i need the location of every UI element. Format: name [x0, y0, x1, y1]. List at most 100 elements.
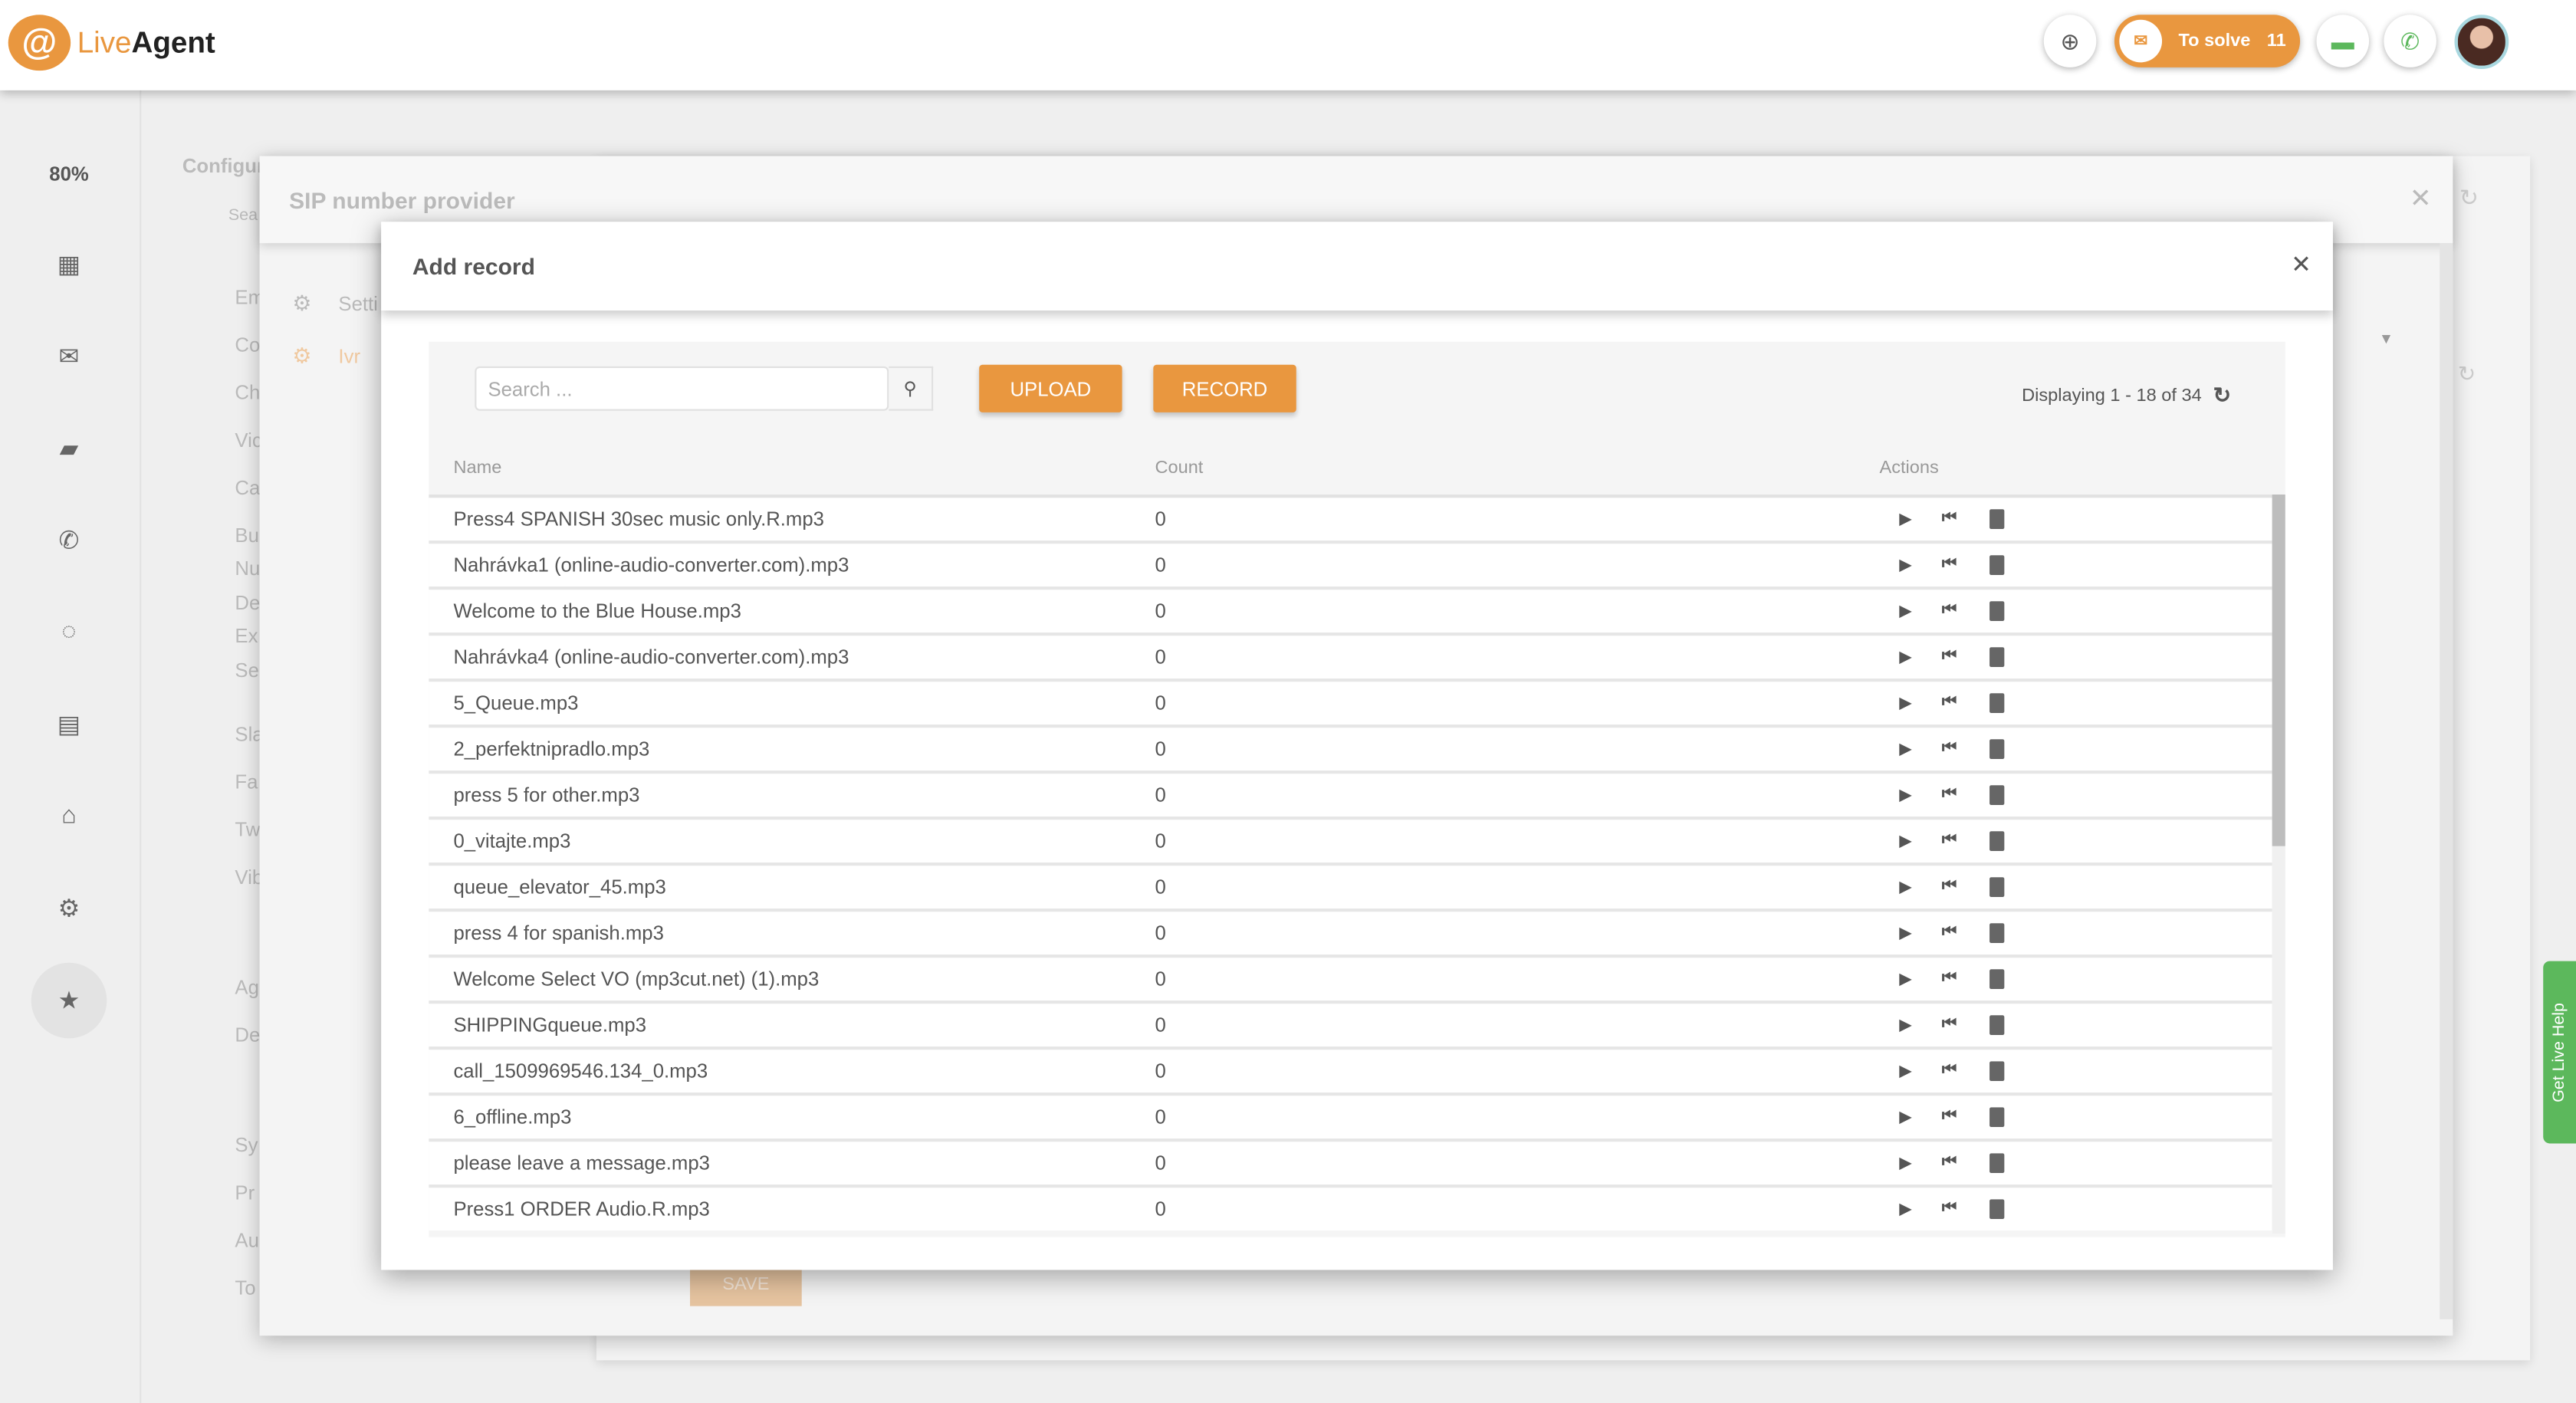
table-row[interactable]: SHIPPINGqueue.mp3 0 ▶ ⏮ [429, 1004, 2272, 1050]
trash-icon[interactable] [1990, 1061, 2005, 1082]
knowledgebase-icon[interactable]: ⌂ [61, 801, 77, 830]
table-row[interactable]: Press1 ORDER Audio.R.mp3 0 ▶ ⏮ [429, 1188, 2272, 1231]
config-item[interactable]: Vic [235, 429, 262, 452]
config-item[interactable]: To [235, 1276, 256, 1300]
side-item-ivr[interactable]: Ivr [338, 345, 361, 369]
table-row[interactable]: call_1509969546.134_0.mp3 0 ▶ ⏮ [429, 1050, 2272, 1096]
search-icon[interactable]: ⚲ [889, 366, 934, 411]
config-item[interactable]: Ex [235, 624, 258, 648]
config-item[interactable]: Sy [235, 1133, 258, 1157]
skip-back-icon[interactable]: ⏮ [1941, 969, 1957, 987]
skip-back-icon[interactable]: ⏮ [1941, 785, 1957, 803]
table-row[interactable]: press 5 for other.mp3 0 ▶ ⏮ [429, 774, 2272, 820]
table-row[interactable]: Welcome Select VO (mp3cut.net) (1).mp3 0… [429, 958, 2272, 1004]
skip-back-icon[interactable]: ⏮ [1941, 923, 1957, 941]
config-search[interactable]: Sea [228, 207, 258, 225]
get-live-help-tab[interactable]: Get Live Help [2543, 961, 2576, 1144]
skip-back-icon[interactable]: ⏮ [1941, 1015, 1957, 1033]
reports-icon[interactable]: ◌ [61, 617, 77, 646]
to-solve-button[interactable]: ✉ To solve 11 [2114, 15, 2301, 67]
contacts-icon[interactable]: ▤ [57, 711, 81, 740]
play-icon[interactable]: ▶ [1899, 1155, 1912, 1174]
play-icon[interactable]: ▶ [1899, 1201, 1912, 1220]
config-item[interactable]: Fa [235, 770, 258, 794]
skip-back-icon[interactable]: ⏮ [1941, 877, 1957, 895]
phone-icon[interactable]: ✆ [2384, 15, 2436, 67]
table-row[interactable]: queue_elevator_45.mp3 0 ▶ ⏮ [429, 866, 2272, 912]
search-input[interactable]: Search ... [475, 366, 889, 411]
dashboard-icon[interactable]: ▦ [57, 251, 81, 280]
trash-icon[interactable] [1990, 1153, 2005, 1174]
column-header-count[interactable]: Count [1155, 458, 1204, 478]
skip-back-icon[interactable]: ⏮ [1941, 1153, 1957, 1171]
refresh-icon[interactable]: ↻ [2459, 184, 2479, 211]
skip-back-icon[interactable]: ⏮ [1941, 739, 1957, 757]
play-icon[interactable]: ▶ [1899, 511, 1912, 530]
email-icon[interactable]: ✉ [58, 343, 80, 372]
config-item[interactable]: Co [235, 334, 261, 357]
trash-icon[interactable] [1990, 1015, 2005, 1036]
skip-back-icon[interactable]: ⏮ [1941, 647, 1957, 665]
trash-icon[interactable] [1990, 555, 2005, 576]
config-item[interactable]: Ca [235, 476, 261, 500]
settings-icon[interactable]: ⚙ [58, 895, 80, 924]
table-row[interactable]: Nahrávka1 (online-audio-converter.com).m… [429, 544, 2272, 590]
play-icon[interactable]: ▶ [1899, 603, 1912, 622]
config-item[interactable]: Sla [235, 722, 264, 746]
skip-back-icon[interactable]: ⏮ [1941, 831, 1957, 849]
config-item[interactable]: Pr [235, 1181, 255, 1204]
config-item[interactable]: Nu [235, 557, 261, 580]
plugins-icon[interactable]: ★ [58, 987, 80, 1016]
table-row[interactable]: 0_vitajte.mp3 0 ▶ ⏮ [429, 820, 2272, 866]
avatar[interactable] [2454, 15, 2509, 70]
skip-back-icon[interactable]: ⏮ [1941, 509, 1957, 527]
config-item[interactable]: Ch [235, 381, 261, 405]
skip-back-icon[interactable]: ⏮ [1941, 601, 1957, 619]
play-icon[interactable]: ▶ [1899, 925, 1912, 944]
trash-icon[interactable] [1990, 877, 2005, 898]
logo[interactable]: @ Live Agent [8, 15, 215, 71]
play-icon[interactable]: ▶ [1899, 971, 1912, 990]
play-icon[interactable]: ▶ [1899, 557, 1912, 576]
close-icon[interactable]: ✕ [2409, 186, 2432, 214]
config-item[interactable]: Au [235, 1228, 259, 1252]
table-row[interactable]: 6_offline.mp3 0 ▶ ⏮ [429, 1096, 2272, 1142]
dropdown-arrow-icon[interactable]: ▼ [2378, 330, 2394, 347]
scrollbar[interactable] [2440, 243, 2453, 1319]
chat-icon[interactable]: ▬ [2316, 15, 2370, 67]
refresh-icon[interactable]: ↻ [2457, 361, 2476, 386]
chat-nav-icon[interactable]: ▰ [59, 435, 79, 464]
call-icon[interactable]: ✆ [58, 527, 80, 556]
config-item[interactable]: Bu [235, 524, 259, 547]
table-row[interactable]: press 4 for spanish.mp3 0 ▶ ⏮ [429, 912, 2272, 958]
play-icon[interactable]: ▶ [1899, 695, 1912, 714]
table-scrollbar[interactable] [2272, 495, 2285, 1234]
table-row[interactable]: Welcome to the Blue House.mp3 0 ▶ ⏮ [429, 590, 2272, 636]
add-icon[interactable]: ⊕ [2043, 15, 2097, 67]
config-item[interactable]: Ag [235, 975, 259, 999]
table-row[interactable]: 2_perfektnipradlo.mp3 0 ▶ ⏮ [429, 728, 2272, 774]
skip-back-icon[interactable]: ⏮ [1941, 1107, 1957, 1125]
upload-button[interactable]: UPLOAD [979, 364, 1122, 412]
play-icon[interactable]: ▶ [1899, 1109, 1912, 1128]
skip-back-icon[interactable]: ⏮ [1941, 1061, 1957, 1079]
trash-icon[interactable] [1990, 739, 2005, 760]
trash-icon[interactable] [1990, 1199, 2005, 1220]
trash-icon[interactable] [1990, 693, 2005, 714]
trash-icon[interactable] [1990, 831, 2005, 852]
table-row[interactable]: 5_Queue.mp3 0 ▶ ⏮ [429, 682, 2272, 728]
trash-icon[interactable] [1990, 969, 2005, 990]
config-item[interactable]: De [235, 591, 261, 615]
play-icon[interactable]: ▶ [1899, 1063, 1912, 1082]
config-item[interactable]: Se [235, 659, 259, 682]
play-icon[interactable]: ▶ [1899, 833, 1912, 852]
trash-icon[interactable] [1990, 509, 2005, 530]
scrollbar-thumb[interactable] [2272, 495, 2285, 846]
play-icon[interactable]: ▶ [1899, 1017, 1912, 1036]
config-item[interactable]: De [235, 1024, 261, 1047]
play-icon[interactable]: ▶ [1899, 741, 1912, 760]
play-icon[interactable]: ▶ [1899, 649, 1912, 668]
refresh-icon[interactable]: ↻ [2213, 383, 2232, 408]
play-icon[interactable]: ▶ [1899, 787, 1912, 806]
trash-icon[interactable] [1990, 647, 2005, 668]
